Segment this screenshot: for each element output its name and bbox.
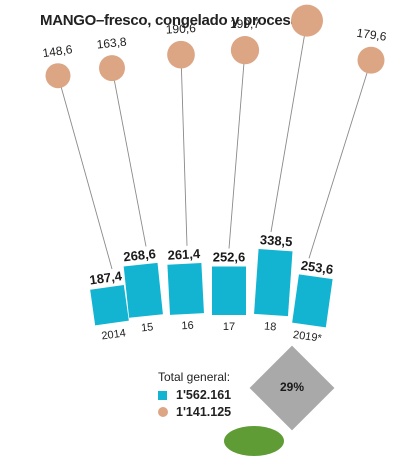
bar [167, 262, 204, 315]
connector-line [270, 20, 308, 233]
connector-line [57, 75, 113, 270]
legend-title: Total general: [158, 370, 231, 384]
bar-value-label: 338,5 [259, 232, 293, 249]
connector-line [111, 68, 147, 247]
circle-marker [99, 55, 125, 82]
percent-label: 29% [279, 380, 305, 394]
chart-title: MANGO–fresco, congelado y procesado [40, 12, 317, 29]
circle-value-label: 258,8 [292, 0, 323, 1]
circle-value-label: 179,6 [356, 26, 388, 44]
connector-line [308, 60, 372, 259]
bar-group: 253,6 2019* [292, 258, 334, 345]
legend-item-circles: 1'141.125 [158, 405, 231, 419]
circle-value-label: 190,6 [165, 21, 196, 37]
bar-group: 187,4 2014 [89, 268, 129, 343]
bar-group: 268,6 15 [123, 246, 163, 335]
legend-label-bars: 1'562.161 [176, 388, 232, 402]
circle-marker [291, 4, 323, 37]
legend-item-bars: 1'562.161 [158, 388, 231, 402]
legend-swatch-square [158, 390, 167, 400]
category-label: 2014 [101, 327, 127, 342]
bar-value-label: 252,6 [213, 250, 246, 265]
circle-value-label: 163,8 [96, 35, 128, 52]
bar [212, 266, 246, 315]
circle-marker [357, 46, 385, 74]
decorative-blob [224, 426, 284, 456]
legend-label-circles: 1'141.125 [176, 405, 232, 419]
bar-value-label: 261,4 [167, 246, 201, 263]
bar-group: 252,6 17 [212, 250, 246, 333]
bar [90, 285, 129, 326]
bar-group: 261,4 16 [167, 246, 204, 333]
category-label: 16 [181, 320, 194, 333]
circle-value-label: 199,7 [230, 17, 260, 31]
bar-value-label: 268,6 [123, 246, 157, 264]
category-label: 15 [141, 321, 154, 334]
category-label: 18 [264, 321, 277, 334]
circle-marker [230, 36, 260, 65]
bar-group: 338,5 18 [254, 232, 293, 334]
bar-value-label: 253,6 [300, 258, 334, 277]
circle-marker [45, 63, 71, 89]
category-label: 2019* [292, 329, 323, 345]
connector-line [228, 50, 246, 249]
category-label: 17 [223, 321, 235, 333]
legend-swatch-circle [158, 407, 168, 417]
bar [254, 248, 293, 317]
legend: Total general: 1'562.161 1'141.125 [158, 370, 231, 419]
chart-area: 148,6163,8190,6199,7258,8179,6187,420142… [42, 0, 388, 345]
bar-value-label: 187,4 [89, 268, 124, 287]
bar [292, 274, 333, 328]
circle-value-label: 148,6 [42, 42, 74, 60]
bar [123, 262, 163, 318]
connector-line [180, 54, 188, 246]
circle-marker [167, 40, 195, 69]
